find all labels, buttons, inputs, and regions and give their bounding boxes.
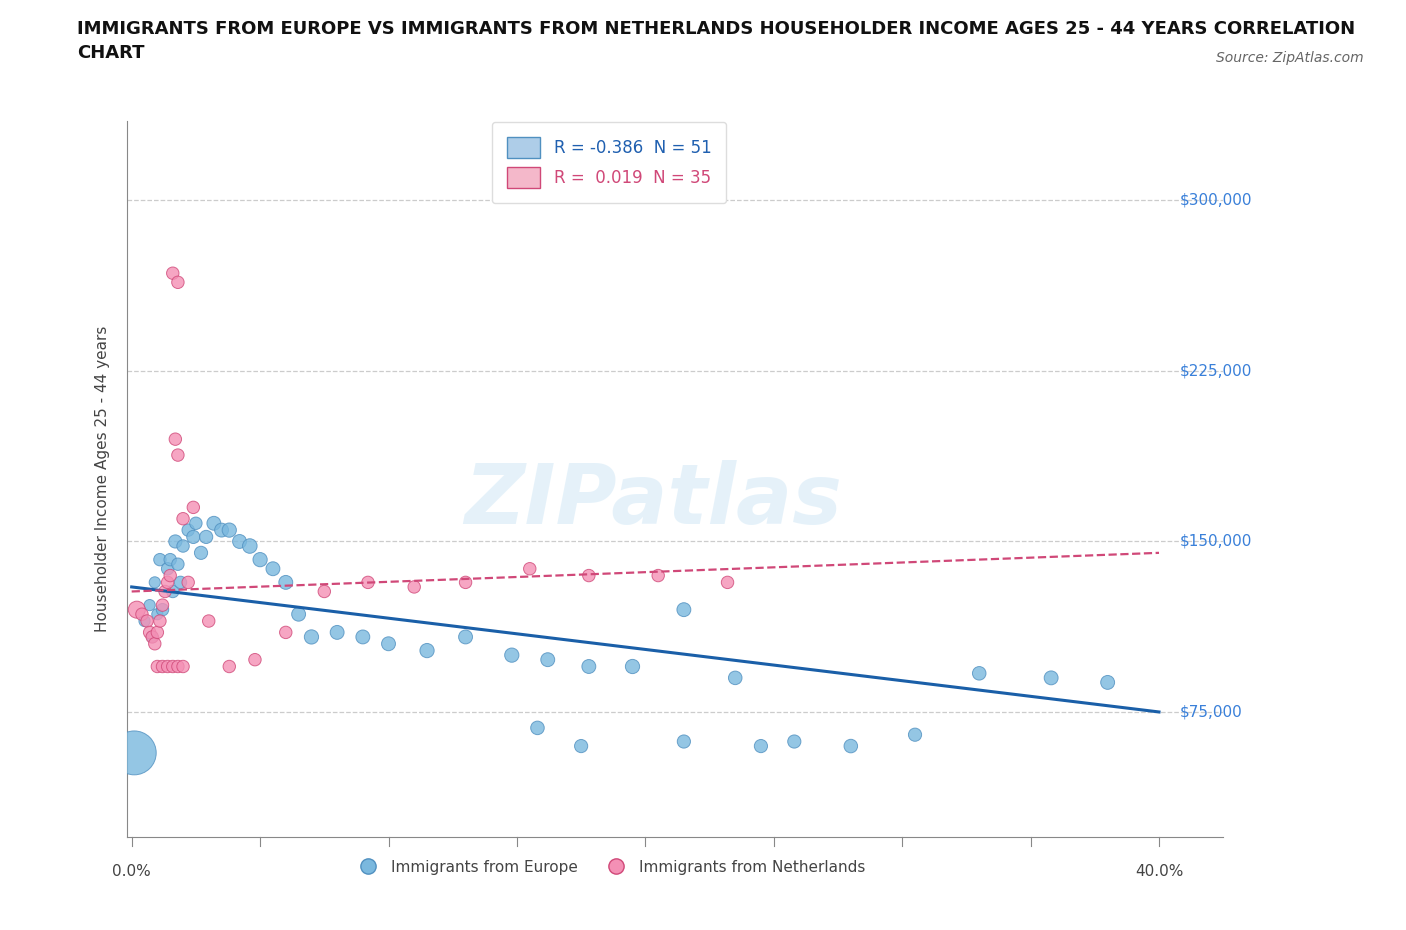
Point xyxy=(314,584,336,599)
Point xyxy=(172,512,194,526)
Point xyxy=(967,666,990,681)
Point xyxy=(569,738,592,753)
Point xyxy=(724,671,747,685)
Point xyxy=(202,516,225,531)
Point xyxy=(159,552,181,567)
Point xyxy=(149,614,172,629)
Point xyxy=(165,432,187,446)
Text: IMMIGRANTS FROM EUROPE VS IMMIGRANTS FROM NETHERLANDS HOUSEHOLDER INCOME AGES 25: IMMIGRANTS FROM EUROPE VS IMMIGRANTS FRO… xyxy=(77,20,1355,62)
Point xyxy=(138,625,160,640)
Point xyxy=(162,266,184,281)
Point xyxy=(167,275,190,290)
Point xyxy=(136,614,159,629)
Point xyxy=(156,562,179,577)
Point xyxy=(749,738,772,753)
Point xyxy=(141,630,163,644)
Point xyxy=(146,625,169,640)
Text: 40.0%: 40.0% xyxy=(1135,864,1184,879)
Point xyxy=(621,659,644,674)
Point xyxy=(1040,671,1063,685)
Point xyxy=(301,630,323,644)
Point xyxy=(228,534,250,549)
Y-axis label: Householder Income Ages 25 - 44 years: Householder Income Ages 25 - 44 years xyxy=(94,326,110,632)
Point xyxy=(146,659,169,674)
Point xyxy=(167,557,190,572)
Point xyxy=(169,575,191,590)
Point xyxy=(152,598,174,613)
Point xyxy=(672,734,695,749)
Point xyxy=(274,575,297,590)
Point xyxy=(172,659,194,674)
Point xyxy=(184,516,207,531)
Text: 0.0%: 0.0% xyxy=(112,864,150,879)
Point xyxy=(152,659,174,674)
Point xyxy=(195,529,218,544)
Point xyxy=(146,606,169,621)
Point xyxy=(262,562,284,577)
Point xyxy=(526,721,548,736)
Point xyxy=(287,606,309,621)
Point xyxy=(177,523,200,538)
Point xyxy=(143,575,166,590)
Point xyxy=(537,652,560,667)
Point xyxy=(783,734,806,749)
Point xyxy=(377,636,399,651)
Point xyxy=(404,579,426,594)
Text: $225,000: $225,000 xyxy=(1180,364,1251,379)
Point xyxy=(218,523,240,538)
Point xyxy=(357,575,380,590)
Legend: Immigrants from Europe, Immigrants from Netherlands: Immigrants from Europe, Immigrants from … xyxy=(347,854,872,881)
Text: ZIPatlas: ZIPatlas xyxy=(464,460,842,541)
Point xyxy=(647,568,669,583)
Point xyxy=(153,584,176,599)
Point xyxy=(197,614,219,629)
Point xyxy=(190,545,212,560)
Text: $150,000: $150,000 xyxy=(1180,534,1251,549)
Point xyxy=(125,603,148,618)
Point xyxy=(578,659,600,674)
Point xyxy=(904,727,927,742)
Point xyxy=(165,534,187,549)
Point xyxy=(352,630,374,644)
Point xyxy=(152,603,174,618)
Point xyxy=(122,746,145,761)
Point xyxy=(218,659,240,674)
Point xyxy=(162,584,184,599)
Point xyxy=(181,500,204,515)
Point xyxy=(1097,675,1119,690)
Point xyxy=(143,636,166,651)
Text: Source: ZipAtlas.com: Source: ZipAtlas.com xyxy=(1216,51,1364,65)
Point xyxy=(149,552,172,567)
Point xyxy=(134,614,156,629)
Point xyxy=(177,575,200,590)
Point xyxy=(454,575,477,590)
Point xyxy=(839,738,862,753)
Point xyxy=(243,652,266,667)
Point xyxy=(167,659,190,674)
Point xyxy=(578,568,600,583)
Point xyxy=(131,606,153,621)
Point xyxy=(416,644,439,658)
Point xyxy=(274,625,297,640)
Point xyxy=(181,529,204,544)
Point xyxy=(172,538,194,553)
Point xyxy=(519,562,541,577)
Point xyxy=(138,598,160,613)
Text: $75,000: $75,000 xyxy=(1180,704,1243,720)
Point xyxy=(501,647,523,662)
Point xyxy=(716,575,738,590)
Point xyxy=(156,659,179,674)
Point xyxy=(326,625,349,640)
Point xyxy=(211,523,233,538)
Point xyxy=(249,552,271,567)
Point xyxy=(454,630,477,644)
Point xyxy=(672,603,695,618)
Point xyxy=(167,447,190,462)
Text: $300,000: $300,000 xyxy=(1180,193,1253,208)
Point xyxy=(159,568,181,583)
Point xyxy=(141,630,163,644)
Point xyxy=(239,538,262,553)
Point xyxy=(162,659,184,674)
Point xyxy=(156,575,179,590)
